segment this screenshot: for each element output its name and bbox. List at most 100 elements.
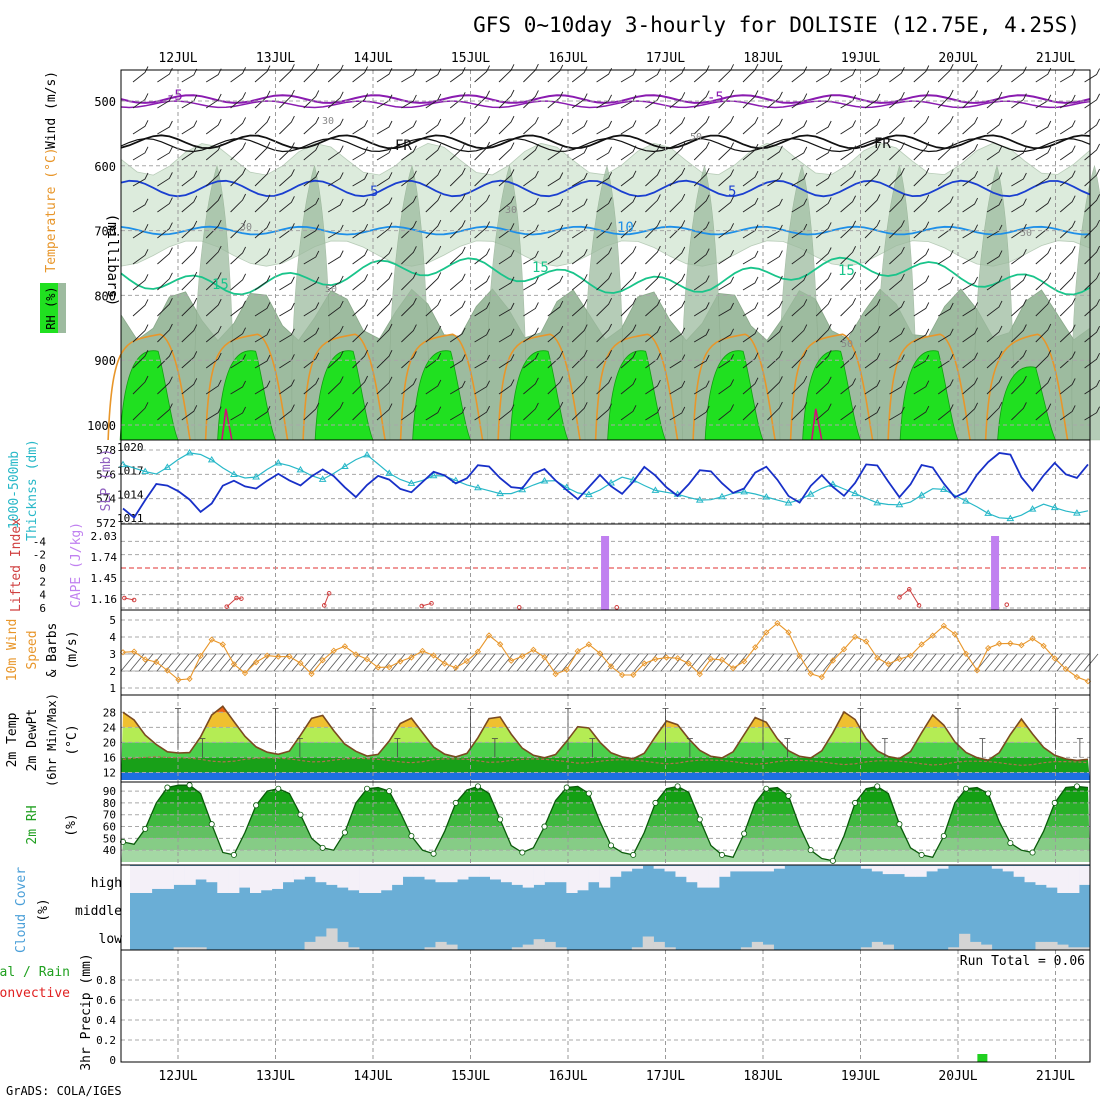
rh-marker	[497, 816, 504, 823]
wind-barb	[279, 223, 295, 239]
wind-barb-hatch	[984, 653, 1000, 672]
wind-barb	[937, 169, 954, 187]
rh-marker	[563, 784, 570, 791]
rh-band-4	[121, 802, 1090, 815]
wind-barb	[230, 246, 247, 265]
wind-barb	[1035, 120, 1052, 135]
wind-barb	[474, 275, 491, 291]
cloud-high-clear	[260, 866, 273, 891]
day-label-bottom: 15JUL	[451, 1069, 490, 1084]
wind-barb	[157, 120, 173, 135]
wind-barb	[1059, 297, 1076, 317]
wind-barb	[1084, 68, 1100, 83]
wind-barb	[230, 327, 247, 343]
rh-marker	[386, 788, 393, 795]
cloud-high-clear	[751, 866, 764, 872]
wind-barb	[352, 249, 369, 265]
wind-barb	[620, 351, 637, 369]
wind-barb-hatch	[336, 653, 352, 672]
wind-barb-hatch	[651, 653, 667, 672]
wind-barb	[620, 195, 637, 213]
wind-barb	[376, 197, 393, 213]
wind-speed-marker	[130, 648, 138, 655]
wind-speed-marker	[696, 671, 703, 678]
cloud-high-clear	[337, 866, 349, 888]
cloud-low-bar	[959, 933, 971, 950]
cloud-high-clear	[730, 866, 742, 872]
thickness-marker	[363, 450, 371, 458]
wind-barb	[669, 246, 686, 265]
cloud-high-clear	[140, 866, 153, 893]
rh-marker	[142, 825, 149, 832]
rh-marker	[940, 833, 947, 840]
wind-barb-hatch	[345, 653, 361, 672]
thickness-marker	[1050, 503, 1059, 511]
wind-barb-hatch	[444, 653, 460, 672]
wind-barb	[840, 297, 857, 317]
cloud-high-clear	[250, 866, 262, 893]
rh-band-6	[121, 785, 1090, 792]
cloud-level-high: high	[91, 876, 122, 891]
wind-barb	[352, 402, 369, 421]
cloud-high-clear	[490, 866, 502, 880]
wind-speed-marker	[707, 655, 715, 663]
wind-barb	[767, 300, 783, 317]
wind-barb	[986, 118, 1003, 135]
wind-barb-hatch	[426, 653, 442, 672]
wind-barb	[913, 65, 930, 83]
rh-marker	[1029, 849, 1036, 856]
wind-barb	[181, 246, 198, 265]
wind-barb	[962, 377, 979, 395]
cloud-low-bar	[326, 928, 338, 950]
cloud-low-bar	[533, 939, 545, 950]
wind-barb-hatch	[489, 653, 505, 672]
wind-barb	[498, 379, 515, 395]
thickness-marker	[1006, 514, 1015, 522]
wind-barb	[181, 120, 198, 135]
wind-barb	[913, 354, 930, 369]
cloud-high-clear	[304, 866, 316, 877]
wind-barb	[986, 300, 1003, 317]
wind-speed-marker	[1018, 642, 1025, 649]
wind-barb	[547, 145, 564, 161]
wind-speed-marker	[918, 641, 925, 648]
wind-barb	[303, 402, 320, 421]
contour-label: 15	[212, 277, 229, 293]
wind-barb-hatch	[660, 653, 676, 672]
cloud-low-bar	[882, 944, 894, 950]
wind-barb-hatch	[165, 653, 181, 672]
wind-barb	[571, 274, 588, 291]
wind-barb	[1059, 378, 1076, 395]
wind-barb	[1035, 323, 1052, 343]
wind-barb	[352, 120, 369, 135]
wind-barb	[425, 168, 442, 187]
wind-barb	[230, 117, 247, 135]
wind-barb-hatch	[1020, 653, 1036, 672]
wind-barb	[425, 219, 442, 239]
wind-barb	[645, 143, 661, 161]
wind-speed-tick: 1	[109, 682, 116, 695]
cloud-high-clear	[719, 866, 731, 877]
wind-barb	[303, 276, 320, 291]
temp-tick: 24	[103, 721, 117, 734]
wind-speed-marker	[874, 654, 881, 662]
thickness-marker	[429, 471, 438, 479]
cape-axis-label: CAPE (J/kg)	[69, 522, 84, 608]
contour-label: 30	[505, 205, 517, 216]
wind-barb	[571, 198, 588, 213]
wind-barb	[620, 120, 637, 135]
cape-tick: 1.74	[91, 551, 118, 564]
wind-speed-marker	[663, 654, 670, 661]
wind-barb-hatch	[687, 653, 703, 672]
wind-barb	[1011, 120, 1027, 135]
cloud-high-clear	[1046, 866, 1058, 888]
wind-barb	[864, 272, 881, 291]
wind-barb	[864, 168, 881, 187]
cloud-low-bar	[948, 947, 960, 950]
wind10-unit: (m/s)	[65, 630, 80, 669]
wind-barb-hatch	[867, 653, 883, 672]
wind-speed-marker	[741, 658, 748, 665]
upper-air-tick: 800	[94, 289, 116, 303]
wind-barb	[279, 249, 295, 265]
wind-barb	[669, 380, 686, 395]
